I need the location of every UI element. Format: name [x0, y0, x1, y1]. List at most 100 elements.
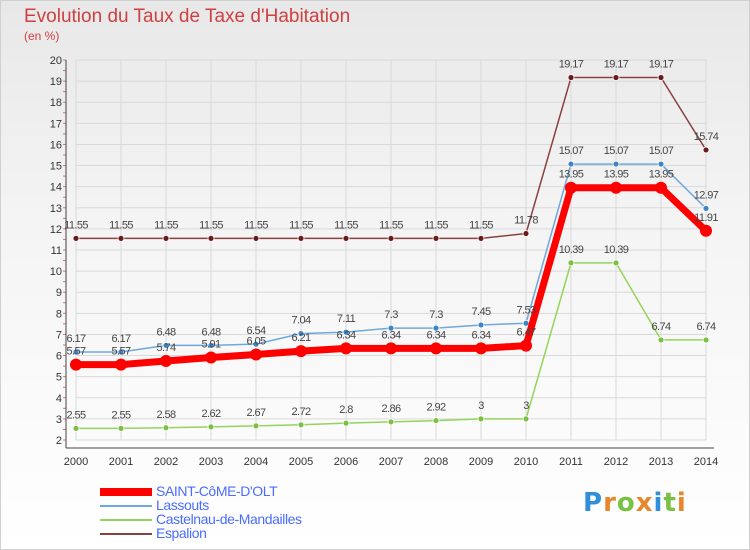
- data-label: 2.86: [381, 403, 400, 415]
- data-point: [72, 348, 80, 356]
- data-point: [115, 358, 127, 371]
- y-tick-label: 13: [50, 203, 62, 215]
- data-point: [565, 181, 577, 194]
- y-tick-label: 5: [56, 372, 62, 384]
- y-tick-label: 14: [50, 182, 62, 194]
- y-tick-label: 7: [56, 329, 62, 341]
- data-label: 15.74: [694, 131, 719, 143]
- data-label: 6.34: [381, 329, 400, 341]
- data-point: [657, 160, 665, 168]
- data-point: [477, 321, 485, 329]
- x-tick-label: 2000: [64, 456, 88, 468]
- data-point: [342, 419, 350, 427]
- data-label: 5.74: [156, 342, 175, 354]
- legend-label: Espalion: [156, 525, 207, 541]
- data-point: [72, 234, 80, 242]
- data-label: 5.91: [201, 338, 220, 350]
- data-label: 11.55: [469, 219, 493, 231]
- data-point: [297, 330, 305, 338]
- data-point: [385, 342, 397, 355]
- x-tick-label: 2012: [604, 456, 628, 468]
- logo-letter: i: [653, 488, 664, 518]
- data-label: 6.74: [651, 321, 670, 333]
- data-point: [162, 342, 170, 349]
- data-label: 5.57: [111, 346, 130, 358]
- y-tick-label: 10: [50, 266, 62, 278]
- data-label: 7.45: [471, 306, 490, 318]
- y-tick-label: 8: [56, 308, 62, 320]
- data-point: [252, 422, 260, 430]
- data-point: [567, 74, 575, 81]
- data-label: 2.55: [66, 409, 85, 421]
- data-label: 6.34: [426, 329, 445, 341]
- logo-letter: o: [616, 488, 636, 518]
- legend-swatch: [100, 488, 152, 496]
- data-label: 11.55: [379, 219, 403, 231]
- y-tick-label: 18: [50, 97, 62, 109]
- logo-letter: i: [676, 488, 687, 518]
- data-label: 11.55: [109, 219, 133, 231]
- x-tick-label: 2008: [424, 456, 448, 468]
- data-point: [252, 234, 260, 242]
- y-tick-label: 3: [56, 414, 62, 426]
- x-tick-label: 2011: [559, 456, 583, 468]
- data-point: [567, 259, 575, 267]
- data-label: 11.55: [154, 219, 178, 231]
- data-label: 7.53: [516, 304, 535, 316]
- data-point: [205, 351, 217, 364]
- data-label: 11.55: [199, 219, 223, 231]
- data-point: [522, 230, 530, 237]
- data-label: 19.17: [604, 59, 629, 71]
- y-tick-label: 17: [50, 118, 62, 130]
- data-point: [702, 205, 710, 212]
- data-label: 13.95: [649, 169, 674, 181]
- data-label: 6.34: [336, 329, 355, 341]
- legend-swatch: [100, 519, 152, 521]
- data-point: [430, 342, 442, 355]
- data-point: [207, 342, 215, 349]
- x-tick-label: 2006: [334, 456, 358, 468]
- x-tick-label: 2002: [154, 456, 178, 468]
- x-tick-label: 2001: [109, 456, 133, 468]
- data-label: 11.91: [694, 212, 718, 224]
- y-tick-label: 16: [50, 139, 62, 151]
- data-label: 2.55: [111, 409, 130, 421]
- data-label: 6.21: [291, 332, 310, 344]
- data-label: 6.74: [696, 321, 715, 333]
- data-label: 12.97: [694, 189, 719, 201]
- logo-letter: r: [603, 488, 617, 518]
- data-label: 2.92: [426, 402, 445, 414]
- data-point: [655, 181, 667, 194]
- data-label: 19.17: [649, 59, 674, 71]
- data-label: 7.3: [384, 309, 398, 321]
- chart-title: Evolution du Taux de Taxe d'Habitation: [24, 6, 351, 27]
- x-tick-label: 2013: [649, 456, 673, 468]
- data-point: [250, 348, 262, 361]
- data-point: [70, 358, 82, 371]
- legend-label: Lassouts: [156, 497, 209, 513]
- y-tick-label: 9: [56, 287, 62, 299]
- legend-swatch: [100, 533, 152, 535]
- data-point: [702, 146, 710, 154]
- data-point: [162, 424, 170, 432]
- data-point: [117, 234, 125, 242]
- data-point: [340, 342, 352, 355]
- data-point: [252, 340, 260, 348]
- data-point: [297, 421, 305, 429]
- data-point: [522, 319, 530, 327]
- data-point: [567, 160, 575, 168]
- data-point: [477, 415, 485, 423]
- data-label: 15.07: [649, 145, 674, 157]
- y-tick-label: 20: [50, 55, 62, 67]
- data-point: [387, 234, 395, 242]
- data-point: [297, 234, 305, 242]
- legend-label: SAINT-CôME-D'OLT: [156, 483, 278, 499]
- data-point: [342, 328, 350, 336]
- data-point: [117, 424, 125, 432]
- data-label: 5.57: [66, 346, 85, 358]
- data-label: 13.95: [559, 169, 584, 181]
- y-tick-label: 4: [56, 393, 62, 405]
- legend-swatch: [100, 505, 152, 507]
- data-label: 2.67: [246, 407, 265, 419]
